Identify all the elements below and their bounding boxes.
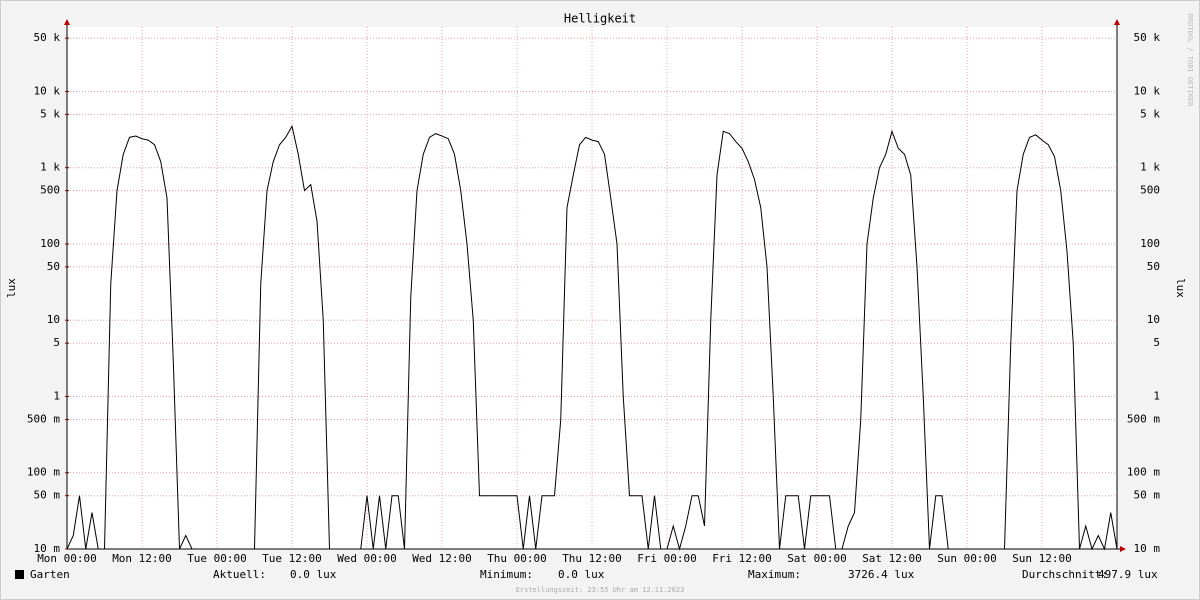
legend-stat-label: Aktuell: xyxy=(213,568,266,581)
legend-stat-label: Durchschnitt: xyxy=(1022,568,1108,581)
y2-tick-label: 50 xyxy=(1147,260,1160,273)
x-tick-label: Mon 00:00 xyxy=(37,552,97,565)
watermark: RRDTOOL / TOBI OETIKER xyxy=(1186,14,1194,108)
x-tick-label: Mon 12:00 xyxy=(112,552,172,565)
legend-label: Garten xyxy=(30,568,70,581)
y-axis-label: lux xyxy=(5,278,18,298)
y-tick-label: 100 xyxy=(40,237,60,250)
axis-arrow xyxy=(64,19,70,25)
x-tick-label: Tue 12:00 xyxy=(262,552,322,565)
legend-stat-value: 3726.4 lux xyxy=(848,568,915,581)
y-tick-label: 100 m xyxy=(27,466,60,479)
y-tick-label: 1 k xyxy=(40,161,60,174)
y-tick-label: 5 k xyxy=(40,107,60,120)
y2-tick-label: 10 xyxy=(1147,313,1160,326)
y-tick-label: 50 m xyxy=(34,489,61,502)
legend-stat-value: 497.9 lux xyxy=(1098,568,1158,581)
legend-stat-value: 0.0 lux xyxy=(290,568,337,581)
x-tick-label: Thu 12:00 xyxy=(562,552,622,565)
x-tick-label: Wed 00:00 xyxy=(337,552,397,565)
y-tick-label: 10 m xyxy=(34,542,61,555)
x-tick-label: Sat 00:00 xyxy=(787,552,847,565)
y-tick-label: 5 xyxy=(53,336,60,349)
x-tick-label: Thu 00:00 xyxy=(487,552,547,565)
chart-title: Helligkeit xyxy=(564,12,636,26)
y2-tick-label: 500 xyxy=(1140,184,1160,197)
y2-tick-label: 5 xyxy=(1153,336,1160,349)
x-tick-label: Fri 12:00 xyxy=(712,552,772,565)
y2-tick-label: 100 m xyxy=(1127,466,1160,479)
y2-tick-label: 1 k xyxy=(1140,161,1160,174)
y-tick-label: 1 xyxy=(53,389,60,402)
y2-tick-label: 50 m xyxy=(1134,489,1161,502)
x-tick-label: Wed 12:00 xyxy=(412,552,472,565)
x-tick-label: Fri 00:00 xyxy=(637,552,697,565)
x-tick-label: Sat 12:00 xyxy=(862,552,922,565)
y2-tick-label: 10 m xyxy=(1134,542,1161,555)
y2-tick-label: 500 m xyxy=(1127,412,1160,425)
legend-stat-value: 0.0 lux xyxy=(558,568,605,581)
legend-stat-label: Minimum: xyxy=(480,568,533,581)
y-tick-label: 10 k xyxy=(34,84,61,97)
x-tick-label: Sun 12:00 xyxy=(1012,552,1072,565)
y2-tick-label: 5 k xyxy=(1140,107,1160,120)
y2-tick-label: 100 xyxy=(1140,237,1160,250)
y-tick-label: 10 xyxy=(47,313,60,326)
y-tick-label: 500 m xyxy=(27,412,60,425)
y2-tick-label: 1 xyxy=(1153,389,1160,402)
legend-swatch xyxy=(15,570,24,579)
y2-tick-label: 50 k xyxy=(1134,31,1161,44)
y-tick-label: 500 xyxy=(40,184,60,197)
y-tick-label: 50 xyxy=(47,260,60,273)
axis-arrow xyxy=(1114,19,1120,25)
legend-stat-label: Maximum: xyxy=(748,568,801,581)
x-tick-label: Tue 00:00 xyxy=(187,552,247,565)
x-tick-label: Sun 00:00 xyxy=(937,552,997,565)
y2-tick-label: 10 k xyxy=(1134,84,1161,97)
footer: Erstellungszeit: 23:55 Uhr am 12.11.2023 xyxy=(516,586,685,594)
y2-axis-label: lux xyxy=(1174,278,1187,298)
y-tick-label: 50 k xyxy=(34,31,61,44)
axis-arrow xyxy=(1120,546,1126,552)
